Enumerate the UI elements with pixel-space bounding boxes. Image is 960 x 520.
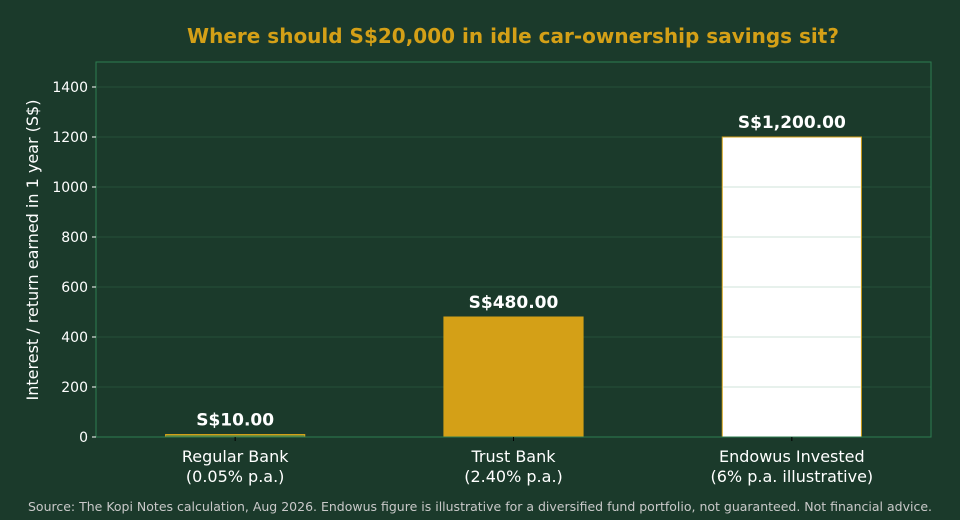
- x-tick-label: Trust Bank: [470, 447, 556, 466]
- source-note: Source: The Kopi Notes calculation, Aug …: [28, 499, 932, 514]
- y-tick-label: 1200: [52, 130, 88, 146]
- data-label: S$1,200.00: [738, 113, 846, 133]
- chart-title: Where should S$20,000 in idle car-owners…: [187, 24, 839, 48]
- x-tick-label: (2.40% p.a.): [464, 467, 563, 486]
- y-tick-label: 1400: [52, 80, 88, 96]
- data-label: S$10.00: [196, 411, 274, 431]
- y-tick-label: 600: [61, 280, 88, 296]
- y-tick-label: 800: [61, 230, 88, 246]
- y-tick-label: 200: [61, 380, 88, 396]
- gridlines-overlay: [723, 186, 861, 388]
- x-tick-label: Endowus Invested: [719, 447, 865, 466]
- x-tick-label: (6% p.a. illustrative): [710, 467, 873, 486]
- bar: [443, 316, 584, 438]
- data-label: S$480.00: [469, 293, 559, 313]
- y-tick-label: 1000: [52, 180, 88, 196]
- y-axis: 0 200 400 600 800 1000 1200 1400: [52, 80, 96, 446]
- y-tick-label: 0: [79, 430, 88, 446]
- y-tick-label: 400: [61, 330, 88, 346]
- y-axis-label: Interest / return earned in 1 year (S$): [23, 100, 42, 401]
- x-tick-label: Regular Bank: [182, 447, 289, 466]
- plot-area: 0 200 400 600 800 1000 1200 1400 Regular Bank(0.…: [52, 61, 932, 486]
- x-tick-label: (0.05% p.a.): [186, 467, 285, 486]
- x-axis: Regular Bank(0.05% p.a.) S$10.00 Trust Ban…: [182, 113, 873, 486]
